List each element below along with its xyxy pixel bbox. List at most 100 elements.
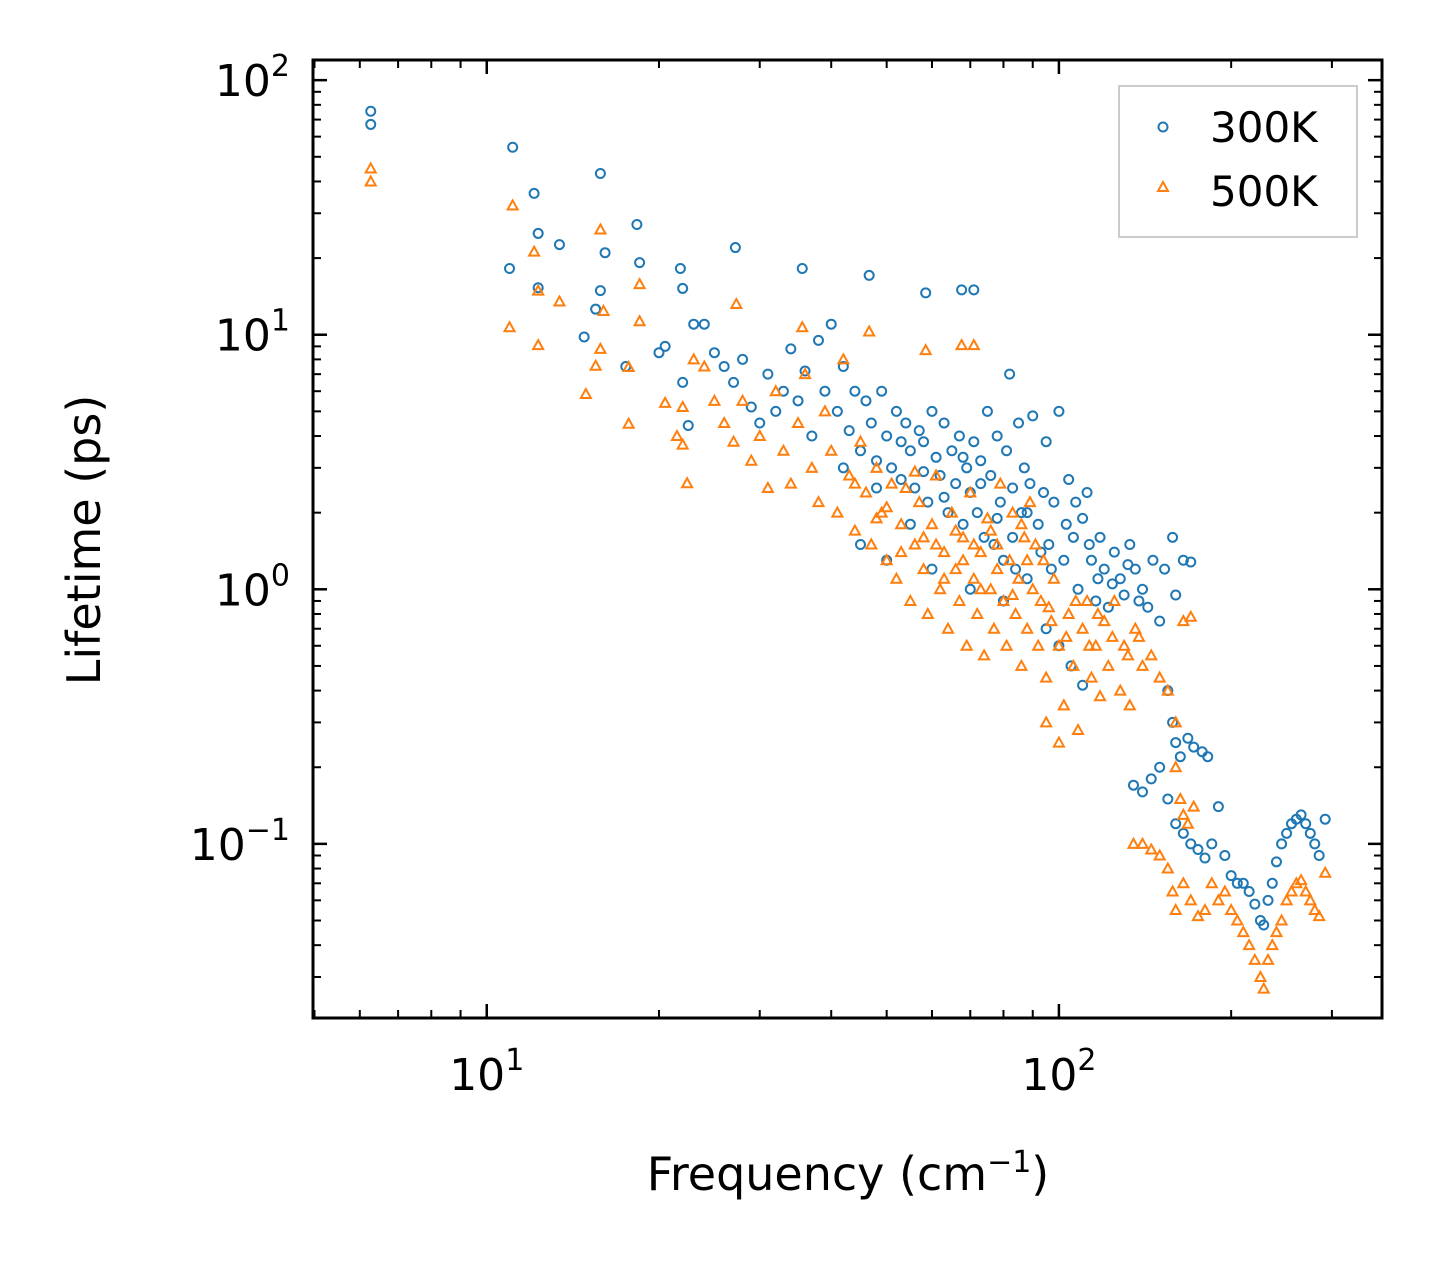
data-point-300K [860,395,872,407]
data-point-300K [981,405,993,417]
data-point-500K [990,562,1004,575]
legend-box [1118,85,1358,238]
data-point-500K [1176,807,1191,820]
data-point-300K [871,455,883,467]
tick-labels: 101 102 102 101 100 10−1 [190,49,1097,1101]
data-point-500K [717,415,731,429]
data-point-300K [590,303,602,315]
data-point-500K [1242,938,1256,951]
data-point-500K [1071,722,1085,736]
data-point-500K [987,621,1001,634]
data-point-500K [848,476,862,489]
data-point-300K [1127,779,1139,791]
data-point-500K [707,393,722,406]
data-point-500K [1191,909,1205,922]
data-point-500K [918,343,933,356]
data-point-300K [1231,877,1243,889]
data-point-500K [1080,593,1094,606]
data-point-500K [818,404,832,417]
data-point-500K [729,296,743,310]
data-point-500K [853,434,868,447]
data-point-300K [1001,445,1013,457]
data-point-500K [879,553,894,566]
data-point-500K [999,638,1014,651]
data-point-300K [1118,589,1130,601]
data-point-500K [1261,952,1275,965]
data-point-500K [1181,816,1195,829]
data-point-500K [974,545,988,558]
data-point-300K [964,583,976,595]
data-point-300K [1225,870,1237,882]
data-point-500K [1169,715,1183,728]
data-point-300K [792,395,804,407]
data-point-500K [1069,593,1083,606]
data-point-500K [1312,909,1326,922]
data-point-300K [1219,850,1231,862]
data-point-500K [1036,553,1051,566]
data-point-300K [762,368,774,380]
data-point-500K [984,582,998,595]
data-point-500K [824,443,838,456]
data-point-500K [1198,902,1212,915]
data-point-500K [776,443,791,456]
data-point-500K [1269,925,1284,938]
data-point-500K [977,648,991,661]
data-point-300K [507,141,519,153]
data-point-300K [926,563,938,575]
data-point-500K [933,582,947,595]
data-point-500K [364,161,378,174]
data-point-300K [594,285,606,297]
data-point-500K [1066,658,1081,671]
data-point-500K [552,294,567,307]
data-point-300K [1077,512,1089,524]
data-point-500K [929,468,943,481]
data-point-500K [1169,902,1183,915]
data-point-500K [1101,658,1116,671]
data-point-300K [837,462,849,474]
data-point-500K [621,359,636,372]
data-point-300K [957,518,969,530]
data-point-300K [938,491,950,503]
y-axis-title: Lifetime (ps) [57,395,111,686]
data-point-500K [1097,614,1111,627]
data-point-300K [886,462,898,474]
data-point-500K [531,338,545,351]
data-point-300K [659,340,671,352]
data-point-300K [1077,679,1089,691]
data-point-300K [1304,827,1316,839]
data-point-300K [1092,573,1104,585]
data-point-500K [1308,902,1322,915]
data-point-500K [1011,571,1026,584]
data-point-500K [769,384,783,397]
data-point-300K [532,282,544,294]
data-point-500K [967,537,981,550]
data-point-500K [1303,893,1317,906]
data-point-300K [1170,737,1182,749]
data-point-500K [967,571,981,584]
data-point-500K [903,593,918,606]
data-point-300K [1212,801,1224,813]
data-point-300K [1058,554,1070,566]
series-300K [365,105,1331,931]
data-point-500K [1279,893,1294,906]
data-point-300K [729,242,741,254]
data-point-500K [761,480,775,493]
data-point-500K [1031,638,1045,651]
data-point-500K [864,537,878,550]
data-point-300K [1085,554,1097,566]
data-point-300K [1122,559,1134,571]
data-point-500K [1117,638,1131,651]
data-point-300K [1124,538,1136,550]
data-point-500K [1039,715,1053,728]
data-point-300K [1300,818,1312,830]
data-point-300K [994,496,1006,508]
data-point-500K [1135,658,1150,671]
data-point-300K [1174,751,1186,763]
data-point-500K [1294,873,1308,886]
data-point-500K [1093,689,1107,702]
x-axis-title: Frequency (cm−1) [647,1145,1050,1201]
data-point-300K [900,417,912,429]
data-point-500K [956,553,970,566]
data-point-300K [799,365,811,377]
data-point-500K [1257,981,1271,994]
